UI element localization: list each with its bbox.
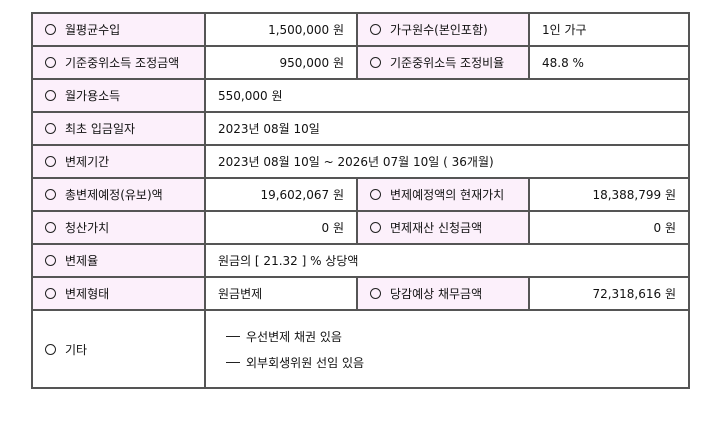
circle-bullet-icon <box>45 255 56 266</box>
first-payment-value: 2023년 08월 10일 <box>204 111 690 146</box>
table-row: 총변제예정(유보)액 19,602,067 원 변제예정액의 현재가치 18,3… <box>31 177 690 212</box>
expected-debt-label: 당감예상 채무금액 <box>390 287 483 301</box>
label-cell: 기준중위소득 조정비율 <box>356 45 530 80</box>
other-value: 우선변제 채권 있음 외부회생위원 선임 있음 <box>204 309 690 389</box>
circle-bullet-icon <box>370 189 381 200</box>
liquidation-label: 청산가치 <box>65 221 110 235</box>
circle-bullet-icon <box>45 288 56 299</box>
exempt-property-label: 면제재산 신청금액 <box>390 221 483 235</box>
median-ratio-value: 48.8 % <box>528 45 690 80</box>
repayment-summary-table: 월평균수입 1,500,000 원 가구원수(본인포함) 1인 가구 기준중위소… <box>31 12 690 389</box>
table-row: 변제형태 원금변제 당감예상 채무금액 72,318,616 원 <box>31 276 690 311</box>
circle-bullet-icon <box>45 123 56 134</box>
table-row: 기타 우선변제 채권 있음 외부회생위원 선임 있음 <box>31 309 690 389</box>
repayment-period-label: 변제기간 <box>65 155 110 169</box>
label-cell: 변제기간 <box>31 144 206 179</box>
median-amount-value: 950,000 원 <box>204 45 358 80</box>
label-cell: 면제재산 신청금액 <box>356 210 530 245</box>
household-label: 가구원수(본인포함) <box>390 23 488 37</box>
circle-bullet-icon <box>45 189 56 200</box>
table-row: 변제기간 2023년 08월 10일 ~ 2026년 07월 10일 ( 36개… <box>31 144 690 179</box>
list-item: 외부회생위원 선임 있음 <box>226 354 676 371</box>
label-cell: 기준중위소득 조정금액 <box>31 45 206 80</box>
other-item-text: 우선변제 채권 있음 <box>246 329 342 344</box>
table-row: 최초 입금일자 2023년 08월 10일 <box>31 111 690 146</box>
monthly-income-value: 1,500,000 원 <box>204 12 358 47</box>
first-payment-label: 최초 입금일자 <box>65 122 136 136</box>
circle-bullet-icon <box>370 24 381 35</box>
other-label: 기타 <box>65 342 88 357</box>
circle-bullet-icon <box>370 288 381 299</box>
label-cell: 당감예상 채무금액 <box>356 276 530 311</box>
median-ratio-label: 기준중위소득 조정비율 <box>390 56 505 70</box>
table-row: 월가용소득 550,000 원 <box>31 78 690 113</box>
label-cell: 기타 <box>31 309 206 389</box>
disposable-income-label: 월가용소득 <box>65 89 121 103</box>
repayment-type-label: 변제형태 <box>65 287 110 301</box>
present-value-value: 18,388,799 원 <box>528 177 690 212</box>
dash-icon <box>226 361 240 363</box>
total-repayment-value: 19,602,067 원 <box>204 177 358 212</box>
expected-debt-value: 72,318,616 원 <box>528 276 690 311</box>
circle-bullet-icon <box>45 156 56 167</box>
label-cell: 월평균수입 <box>31 12 206 47</box>
monthly-income-label: 월평균수입 <box>65 23 121 37</box>
table-row: 월평균수입 1,500,000 원 가구원수(본인포함) 1인 가구 <box>31 12 690 47</box>
other-item-text: 외부회생위원 선임 있음 <box>246 355 365 370</box>
household-value: 1인 가구 <box>528 12 690 47</box>
table-row: 기준중위소득 조정금액 950,000 원 기준중위소득 조정비율 48.8 % <box>31 45 690 80</box>
label-cell: 변제율 <box>31 243 206 278</box>
label-cell: 가구원수(본인포함) <box>356 12 530 47</box>
label-cell: 총변제예정(유보)액 <box>31 177 206 212</box>
median-amount-label: 기준중위소득 조정금액 <box>65 56 180 70</box>
exempt-property-value: 0 원 <box>528 210 690 245</box>
circle-bullet-icon <box>370 57 381 68</box>
circle-bullet-icon <box>45 57 56 68</box>
table-row: 변제율 원금의 [ 21.32 ] % 상당액 <box>31 243 690 278</box>
dash-icon <box>226 335 240 337</box>
present-value-label: 변제예정액의 현재가치 <box>390 188 505 202</box>
total-repayment-label: 총변제예정(유보)액 <box>65 188 163 202</box>
circle-bullet-icon <box>45 24 56 35</box>
label-cell: 최초 입금일자 <box>31 111 206 146</box>
label-cell: 월가용소득 <box>31 78 206 113</box>
repayment-type-value: 원금변제 <box>204 276 358 311</box>
list-item: 우선변제 채권 있음 <box>226 328 676 345</box>
label-cell: 청산가치 <box>31 210 206 245</box>
circle-bullet-icon <box>45 90 56 101</box>
repayment-rate-value: 원금의 [ 21.32 ] % 상당액 <box>204 243 690 278</box>
repayment-period-value: 2023년 08월 10일 ~ 2026년 07월 10일 ( 36개월) <box>204 144 690 179</box>
circle-bullet-icon <box>45 222 56 233</box>
disposable-income-value: 550,000 원 <box>204 78 690 113</box>
repayment-rate-label: 변제율 <box>65 254 99 268</box>
circle-bullet-icon <box>370 222 381 233</box>
label-cell: 변제예정액의 현재가치 <box>356 177 530 212</box>
label-cell: 변제형태 <box>31 276 206 311</box>
table-row: 청산가치 0 원 면제재산 신청금액 0 원 <box>31 210 690 245</box>
liquidation-value: 0 원 <box>204 210 358 245</box>
circle-bullet-icon <box>45 343 56 355</box>
